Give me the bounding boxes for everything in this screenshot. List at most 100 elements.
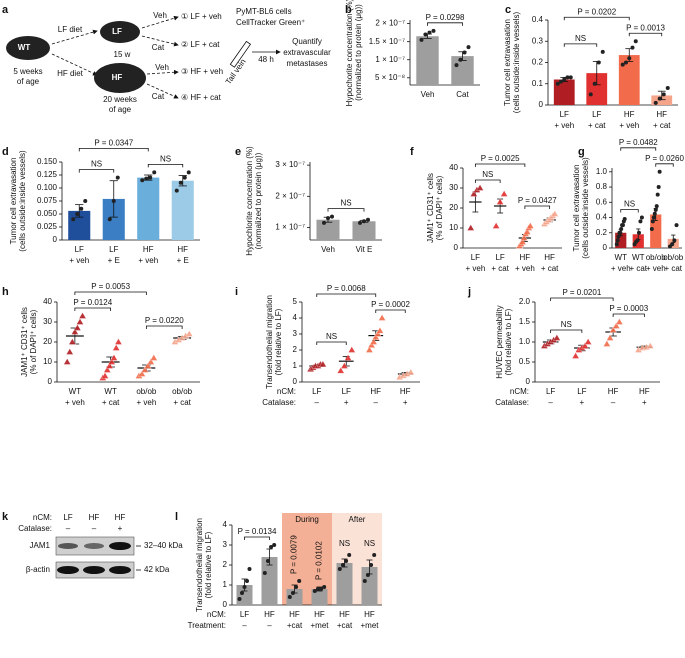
x-tick-label: HF (143, 245, 154, 254)
point (319, 587, 324, 591)
x-tick-label: + cat (664, 264, 682, 273)
point (144, 176, 149, 181)
point (653, 207, 658, 212)
point (105, 362, 114, 369)
mouse (6, 36, 50, 60)
x-tick-label: HF (624, 110, 635, 119)
x-tick-label: ob/ob (172, 387, 193, 396)
point (458, 57, 463, 62)
bar (553, 79, 575, 105)
point (627, 56, 632, 61)
bracket (78, 169, 115, 173)
bar (416, 36, 439, 85)
x-tick-label: + cat (541, 264, 559, 273)
x-tick-label: LF (240, 610, 249, 619)
arrow (146, 69, 179, 75)
y-tick-label: 0 (526, 377, 531, 386)
y-axis-label: (% of DAPI⁺ cells) (29, 309, 38, 374)
point (655, 192, 660, 197)
comparison-label: P = 0.0298 (426, 13, 465, 22)
panel-label: d (2, 146, 9, 158)
y-tick-label: 0.2 (596, 228, 608, 237)
y-tick-label: 0.3 (532, 36, 544, 45)
bracket (316, 293, 377, 297)
x-tick-label: HF (177, 245, 188, 254)
point (83, 199, 88, 203)
point (635, 238, 640, 243)
y-tick-label: 0.5 (519, 357, 531, 366)
comparison-label: NS (340, 199, 351, 208)
point (347, 553, 352, 557)
bracket (612, 313, 645, 317)
x-tick-label: + cat (588, 121, 606, 130)
point (71, 217, 76, 222)
x-tick-label: + veh (619, 121, 639, 130)
y-tick-label: 0 (293, 377, 298, 386)
y-tick-label: 0.150 (37, 157, 58, 166)
branch-label: Veh (155, 63, 169, 72)
point (600, 49, 605, 54)
x-tick-label: + veh (515, 264, 535, 273)
age-label: of age (109, 105, 132, 114)
point (652, 211, 657, 216)
x-tick-label: + veh (554, 121, 574, 130)
panel-label: e (235, 146, 241, 158)
comparison-label: P = 0.0427 (518, 196, 557, 205)
y-tick-label: 0.075 (37, 196, 58, 205)
point (174, 188, 179, 193)
point (650, 219, 655, 224)
y-tick-label: 10 (449, 223, 458, 232)
point (633, 39, 638, 44)
band (83, 566, 105, 574)
comparison-label: P = 0.0013 (626, 23, 665, 32)
point (101, 372, 109, 379)
y-tick-label: 0.6 (596, 197, 608, 206)
point (596, 60, 601, 65)
point (265, 559, 270, 563)
point (152, 170, 157, 175)
y-axis-label: JAM1⁺ CD31⁺ cells (20, 307, 29, 377)
point (466, 224, 475, 231)
row-label: Catalase: (18, 524, 52, 533)
x-tick-label: +met (310, 621, 329, 630)
point (603, 340, 611, 347)
point (565, 75, 570, 80)
cells-label: CellTracker Green⁺ (236, 18, 305, 27)
point (615, 238, 620, 243)
x-tick-label: + (344, 398, 349, 407)
band (84, 543, 104, 549)
comparison-label: NS (482, 170, 493, 179)
row-label: Treatment: (188, 621, 226, 630)
y-tick-label: 1 × 10⁻⁷ (275, 223, 305, 232)
bar (137, 177, 160, 240)
size-label: 42 kDa (144, 565, 170, 574)
bar (651, 95, 673, 105)
x-tick-label: HF (544, 253, 555, 262)
point (290, 591, 295, 595)
x-tick-label: WT (615, 253, 628, 262)
point (242, 585, 247, 589)
point (656, 185, 661, 190)
comparison-label: P = 0.0202 (577, 7, 616, 16)
comparison-label: NS (160, 155, 171, 164)
point (79, 206, 84, 211)
point (362, 579, 367, 583)
band (58, 543, 78, 549)
x-tick-label: – (611, 398, 616, 407)
point (638, 219, 643, 224)
y-tick-label: 0 (539, 100, 544, 109)
point (654, 204, 659, 209)
point (606, 334, 614, 341)
bar (352, 221, 376, 240)
y-axis-label: (fold relative to LF) (274, 308, 283, 375)
y-tick-label: 3 (293, 329, 298, 338)
bracket (375, 309, 406, 313)
point (319, 360, 327, 368)
lane-label: HF (89, 513, 100, 522)
y-axis-label: Hypochlorite concentration (%) (245, 146, 254, 256)
y-tick-label: 1.5 (519, 317, 531, 326)
point (269, 545, 274, 549)
point (665, 86, 670, 90)
point (336, 367, 345, 374)
x-tick-label: LF (312, 387, 321, 396)
